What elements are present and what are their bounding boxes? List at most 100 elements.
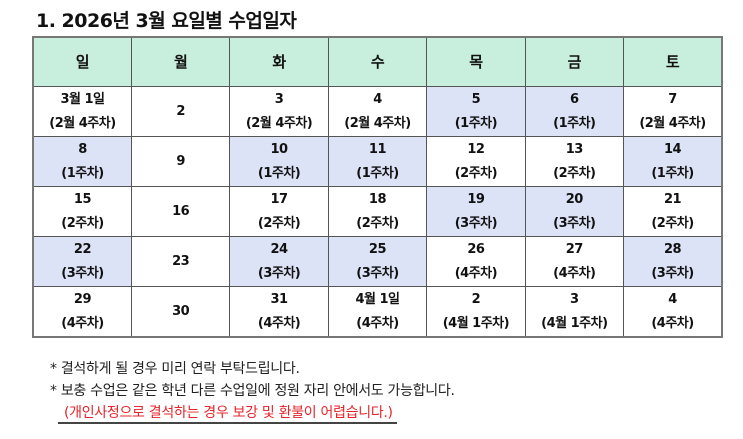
date-label: 9: [176, 153, 185, 169]
date-label: 12: [467, 141, 485, 157]
date-label: 15: [73, 191, 92, 207]
week-label: (4월 1주차): [541, 315, 608, 331]
date-label: 16: [172, 203, 190, 219]
date-label: 30: [172, 303, 190, 319]
date-label: 23: [172, 253, 190, 269]
weekday-header: 금: [524, 36, 625, 87]
date-cell: 31 (4주차): [229, 286, 329, 338]
week-label: (4주차): [454, 265, 498, 281]
date-label: 17: [270, 191, 289, 207]
date-cell: 13 (2주차): [524, 136, 625, 187]
date-label: 31: [270, 291, 289, 307]
week-label: (4주차): [61, 315, 104, 331]
week-row: 15 (2주차) 16 17 (2주차) 18 (2주차) 19 (3주차) 20 (3주차) 21 (…: [32, 186, 723, 237]
week-label: (1주차): [356, 165, 399, 181]
date-cell: 4 (2월 4주차): [327, 86, 428, 137]
date-label: 14: [663, 141, 682, 157]
date-label: 13: [565, 141, 584, 157]
week-label: (2주차): [454, 165, 498, 181]
week-label: (2월 4주차): [639, 115, 706, 131]
notes: * 결석하게 될 경우 미리 연락 부탁드립니다. * 보충 수업은 같은 학년…: [50, 358, 455, 402]
week-label: (3주차): [61, 265, 104, 281]
date-label: 18: [368, 191, 387, 207]
week-label: (2주차): [553, 165, 596, 181]
weekday-header: 월: [130, 36, 231, 87]
date-cell: 5 (1주차): [426, 86, 526, 137]
date-label: 4: [668, 291, 677, 307]
date-cell: 4월 1일 (4주차): [327, 286, 428, 338]
date-label: 2: [176, 103, 185, 119]
date-label: 11: [368, 141, 387, 157]
date-label: 20: [565, 191, 584, 207]
date-label: 8: [78, 141, 87, 157]
week-label: (2월 4주차): [344, 115, 411, 131]
week-row: 22 (3주차) 23 24 (3주차) 25 (3주차) 26 (4주차) 27 (4주차) 28 (…: [32, 236, 723, 287]
date-cell: 29 (4주차): [32, 286, 132, 338]
week-label: (3주차): [257, 265, 301, 281]
date-cell: 19 (3주차): [426, 186, 526, 237]
week-label: (1주차): [651, 165, 694, 181]
week-row: 8 (1주차) 9 10 (1주차) 11 (1주차) 12 (2주차) 13 (2주차) 14 (1주…: [32, 136, 723, 187]
date-label: 3: [570, 291, 579, 307]
date-cell: 6 (1주차): [524, 86, 625, 137]
date-label: 24: [270, 241, 289, 257]
date-cell: 2: [130, 86, 231, 137]
note-absence: * 결석하게 될 경우 미리 연락 부탁드립니다.: [50, 361, 300, 377]
date-label: 27: [565, 241, 584, 257]
date-label: 3월 1일: [60, 91, 105, 107]
week-label: (4주차): [651, 315, 694, 331]
week-row: 29 (4주차) 30 31 (4주차) 4월 1일 (4주차) 2 (4월 1주차) 3 (4월 …: [32, 286, 723, 338]
date-label: 19: [467, 191, 485, 207]
date-label: 5: [471, 91, 481, 107]
date-cell: 21 (2주차): [623, 186, 723, 237]
week-label: (4주차): [257, 315, 301, 331]
week-label: (4월 1주차): [442, 315, 510, 331]
date-cell: 14 (1주차): [623, 136, 723, 187]
note-makeup: * 보충 수업은 같은 학년 다른 수업일에 정원 자리 안에서도 가능합니다.: [50, 383, 455, 399]
weekday-header: 수: [327, 36, 428, 87]
date-cell: 3월 1일 (2월 4주차): [32, 86, 132, 137]
date-cell: 22 (3주차): [32, 236, 132, 287]
date-label: 7: [668, 91, 677, 107]
date-label: 22: [73, 241, 92, 257]
date-cell: 18 (2주차): [327, 186, 428, 237]
week-label: (2월 4주차): [49, 115, 116, 131]
week-label: (2주차): [651, 215, 694, 231]
date-cell: 26 (4주차): [426, 236, 526, 287]
date-label: 6: [570, 91, 579, 107]
weekday-header: 화: [229, 36, 329, 87]
week-label: (1주차): [61, 165, 104, 181]
week-label: (3주차): [651, 265, 694, 281]
date-cell: 17 (2주차): [229, 186, 329, 237]
date-cell: 23: [130, 236, 231, 287]
date-cell: 30: [130, 286, 231, 338]
week-label: (3주차): [356, 265, 399, 281]
week-label: (3주차): [454, 215, 498, 231]
date-label: 10: [270, 141, 289, 157]
date-cell: 7 (2월 4주차): [623, 86, 723, 137]
weekday-header: 목: [426, 36, 526, 87]
date-cell: 20 (3주차): [524, 186, 625, 237]
date-cell: 3 (2월 4주차): [229, 86, 329, 137]
date-cell: 12 (2주차): [426, 136, 526, 187]
date-cell: 28 (3주차): [623, 236, 723, 287]
date-cell: 2 (4월 1주차): [426, 286, 526, 338]
warning-note: (개인사정으로 결석하는 경우 보강 및 환불이 어렵습니다.): [58, 402, 397, 424]
date-label: 28: [663, 241, 682, 257]
date-label: 26: [467, 241, 485, 257]
week-label: (1주차): [553, 115, 596, 131]
week-label: (1주차): [454, 115, 498, 131]
date-cell: 10 (1주차): [229, 136, 329, 187]
date-cell: 3 (4월 1주차): [524, 286, 625, 338]
date-cell: 9: [130, 136, 231, 187]
week-label: (2주차): [356, 215, 399, 231]
date-label: 21: [663, 191, 682, 207]
date-label: 4월 1일: [355, 291, 400, 307]
week-row: 3월 1일 (2월 4주차) 2 3 (2월 4주차) 4 (2월 4주차) 5 (1주차) 6 (…: [32, 86, 723, 137]
date-cell: 15 (2주차): [32, 186, 132, 237]
week-label: (4주차): [553, 265, 596, 281]
week-label: (1주차): [257, 165, 301, 181]
date-label: 4: [373, 91, 382, 107]
